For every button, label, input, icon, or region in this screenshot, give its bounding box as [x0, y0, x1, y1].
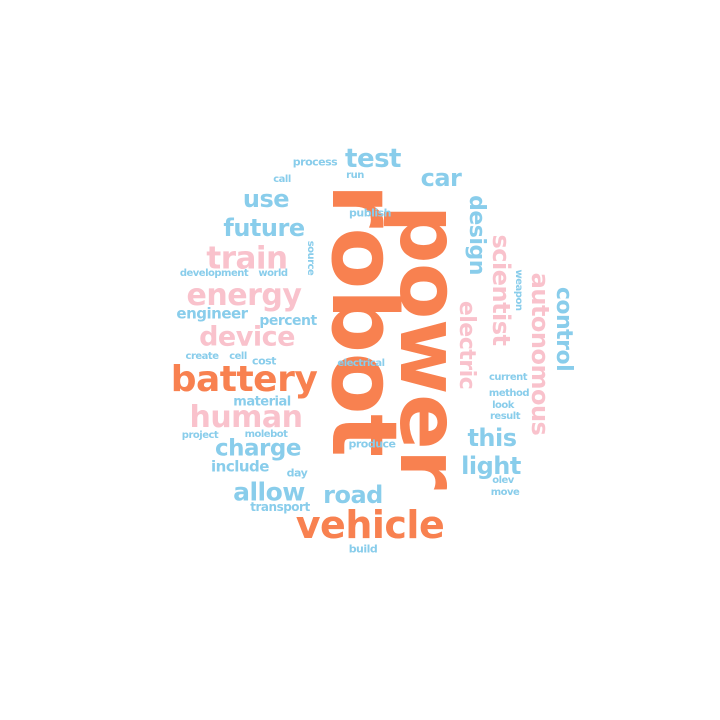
word-weapon: weapon	[513, 269, 524, 311]
word-train: train	[206, 240, 288, 277]
word-create: create	[185, 351, 219, 362]
word-test: test	[345, 144, 401, 174]
word-produce: produce	[348, 437, 396, 451]
word-car: car	[420, 164, 462, 192]
word-electrical: electrical	[337, 358, 385, 369]
word-olev: olev	[492, 475, 514, 486]
word-molebot: molebot	[244, 429, 288, 440]
word-cost: cost	[252, 354, 276, 368]
word-battery: battery	[170, 359, 318, 400]
word-future: future	[223, 214, 305, 242]
word-engineer: engineer	[176, 304, 248, 323]
word-percent: percent	[259, 313, 317, 329]
word-charge: charge	[215, 435, 301, 462]
word-current: current	[488, 372, 528, 383]
word-human: human	[189, 400, 303, 435]
word-vehicle: vehicle	[295, 503, 445, 547]
word-day: day	[286, 466, 308, 480]
word-electric: electric	[454, 300, 479, 390]
word-development: development	[179, 268, 249, 279]
word-design: design	[464, 195, 489, 275]
word-autonomous: autonomous	[526, 272, 554, 436]
word-world: world	[258, 268, 288, 279]
word-method: method	[488, 388, 530, 399]
word-call: call	[273, 174, 291, 185]
word-process: process	[292, 155, 338, 169]
word-run: run	[346, 170, 364, 181]
word-source: source	[305, 240, 316, 276]
word-build: build	[348, 542, 378, 556]
word-control: control	[551, 286, 576, 372]
word-allow: allow	[233, 477, 305, 507]
word-result: result	[490, 411, 521, 422]
word-publish: publish	[349, 206, 392, 220]
word-energy: energy	[186, 278, 302, 313]
word-scientist: scientist	[487, 234, 515, 346]
word-use: use	[242, 185, 290, 213]
word-cell: cell	[229, 351, 247, 362]
word-road: road	[323, 481, 383, 509]
word-move: move	[490, 487, 520, 498]
word-include: include	[211, 457, 269, 476]
word-device: device	[199, 321, 295, 353]
word-project: project	[181, 430, 219, 441]
word-light: light	[461, 452, 521, 480]
word-transport: transport	[250, 500, 310, 514]
word-look: look	[492, 400, 514, 411]
word-material: material	[233, 394, 291, 410]
word-this: this	[467, 424, 517, 452]
